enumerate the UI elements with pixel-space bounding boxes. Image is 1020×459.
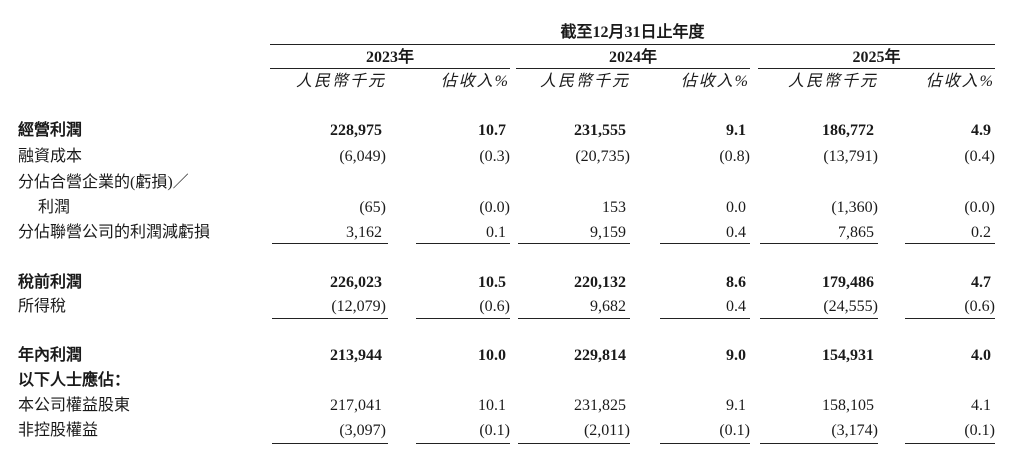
rule <box>905 243 995 244</box>
cell-value: 9.1 <box>726 397 746 414</box>
cell-value: (2,011) <box>583 422 630 439</box>
cell-value: 10.5 <box>478 274 506 291</box>
column-header: 人民幣千元 <box>787 73 878 90</box>
column-header: 佔收入% <box>440 73 510 90</box>
row-label: 利潤 <box>38 199 71 216</box>
rule <box>270 68 510 69</box>
cell-value: 154,931 <box>822 347 874 364</box>
cell-value: (0.4) <box>964 148 995 165</box>
rule <box>905 443 995 444</box>
rule <box>660 243 750 244</box>
cell-value: 8.6 <box>726 274 746 291</box>
rule <box>905 318 995 319</box>
cell-value: (13,791) <box>823 148 878 165</box>
rule <box>518 443 630 444</box>
cell-value: (1,360) <box>831 199 878 216</box>
row-label: 所得稅 <box>18 298 67 315</box>
rule <box>760 318 878 319</box>
rule <box>760 243 878 244</box>
cell-value: 9.0 <box>726 347 746 364</box>
rule <box>516 68 750 69</box>
cell-value: 10.1 <box>478 397 506 414</box>
row-label: 融資成本 <box>18 148 83 165</box>
cell-value: (3,174) <box>831 422 878 439</box>
cell-value: 4.7 <box>971 274 991 291</box>
row-label: 分佔聯營公司的利潤減虧損 <box>18 224 211 241</box>
cell-value: 0.2 <box>971 224 991 241</box>
cell-value: 186,772 <box>822 122 874 139</box>
cell-value: 3,162 <box>346 224 382 241</box>
column-header: 佔收入% <box>680 73 750 90</box>
cell-value: 4.1 <box>971 397 991 414</box>
cell-value: 7,865 <box>838 224 874 241</box>
cell-value: 4.0 <box>971 347 991 364</box>
rule <box>416 243 510 244</box>
rule <box>518 318 630 319</box>
cell-value: 213,944 <box>330 347 382 364</box>
cell-value: 9.1 <box>726 122 746 139</box>
cell-value: 4.9 <box>971 122 991 139</box>
cell-value: (0.3) <box>479 148 510 165</box>
row-label: 經營利潤 <box>18 122 83 139</box>
rule <box>270 44 995 45</box>
row-label: 年內利潤 <box>18 347 83 364</box>
rule <box>660 318 750 319</box>
cell-value: 229,814 <box>574 347 626 364</box>
cell-value: (65) <box>359 199 386 216</box>
cell-value: (0.6) <box>964 298 995 315</box>
rule <box>660 443 750 444</box>
year-header: 2023年 <box>365 49 414 66</box>
rule <box>416 443 510 444</box>
cell-value: 158,105 <box>822 397 874 414</box>
cell-value: 0.1 <box>486 224 506 241</box>
cell-value: (6,049) <box>339 148 386 165</box>
year-header: 2024年 <box>608 49 657 66</box>
year-header: 2025年 <box>852 49 901 66</box>
row-label: 稅前利潤 <box>18 274 83 291</box>
cell-value: (3,097) <box>339 422 386 439</box>
cell-value: (0.6) <box>479 298 510 315</box>
row-label: 本公司權益股東 <box>18 397 131 414</box>
cell-value: 9,159 <box>590 224 626 241</box>
row-label: 分佔合營企業的(虧損)／ <box>18 174 189 191</box>
rule <box>272 243 388 244</box>
period-header: 截至12月31日止年度 <box>560 24 705 41</box>
cell-value: (20,735) <box>575 148 630 165</box>
cell-value: (0.0) <box>964 199 995 216</box>
cell-value: (0.1) <box>719 422 750 439</box>
rule <box>760 443 878 444</box>
cell-value: 226,023 <box>330 274 382 291</box>
cell-value: (0.1) <box>964 422 995 439</box>
rule <box>416 318 510 319</box>
column-header: 人民幣千元 <box>539 73 630 90</box>
cell-value: 228,975 <box>330 122 382 139</box>
cell-value: 153 <box>602 199 626 216</box>
cell-value: 10.0 <box>478 347 506 364</box>
column-header: 佔收入% <box>925 73 995 90</box>
cell-value: 231,825 <box>574 397 626 414</box>
rule <box>518 243 630 244</box>
cell-value: 10.7 <box>478 122 506 139</box>
cell-value: 0.0 <box>726 199 746 216</box>
cell-value: 0.4 <box>726 224 746 241</box>
cell-value: 231,555 <box>574 122 626 139</box>
column-header: 人民幣千元 <box>295 73 386 90</box>
rule <box>272 318 388 319</box>
cell-value: (0.0) <box>479 199 510 216</box>
cell-value: (0.1) <box>479 422 510 439</box>
cell-value: 217,041 <box>330 397 382 414</box>
rule <box>272 443 388 444</box>
rule <box>758 68 995 69</box>
cell-value: (0.8) <box>719 148 750 165</box>
row-label: 非控股權益 <box>18 422 99 439</box>
cell-value: (12,079) <box>331 298 386 315</box>
cell-value: (24,555) <box>823 298 878 315</box>
cell-value: 179,486 <box>822 274 874 291</box>
cell-value: 9,682 <box>590 298 626 315</box>
cell-value: 0.4 <box>726 298 746 315</box>
cell-value: 220,132 <box>574 274 626 291</box>
row-label: 以下人士應佔： <box>18 372 131 389</box>
